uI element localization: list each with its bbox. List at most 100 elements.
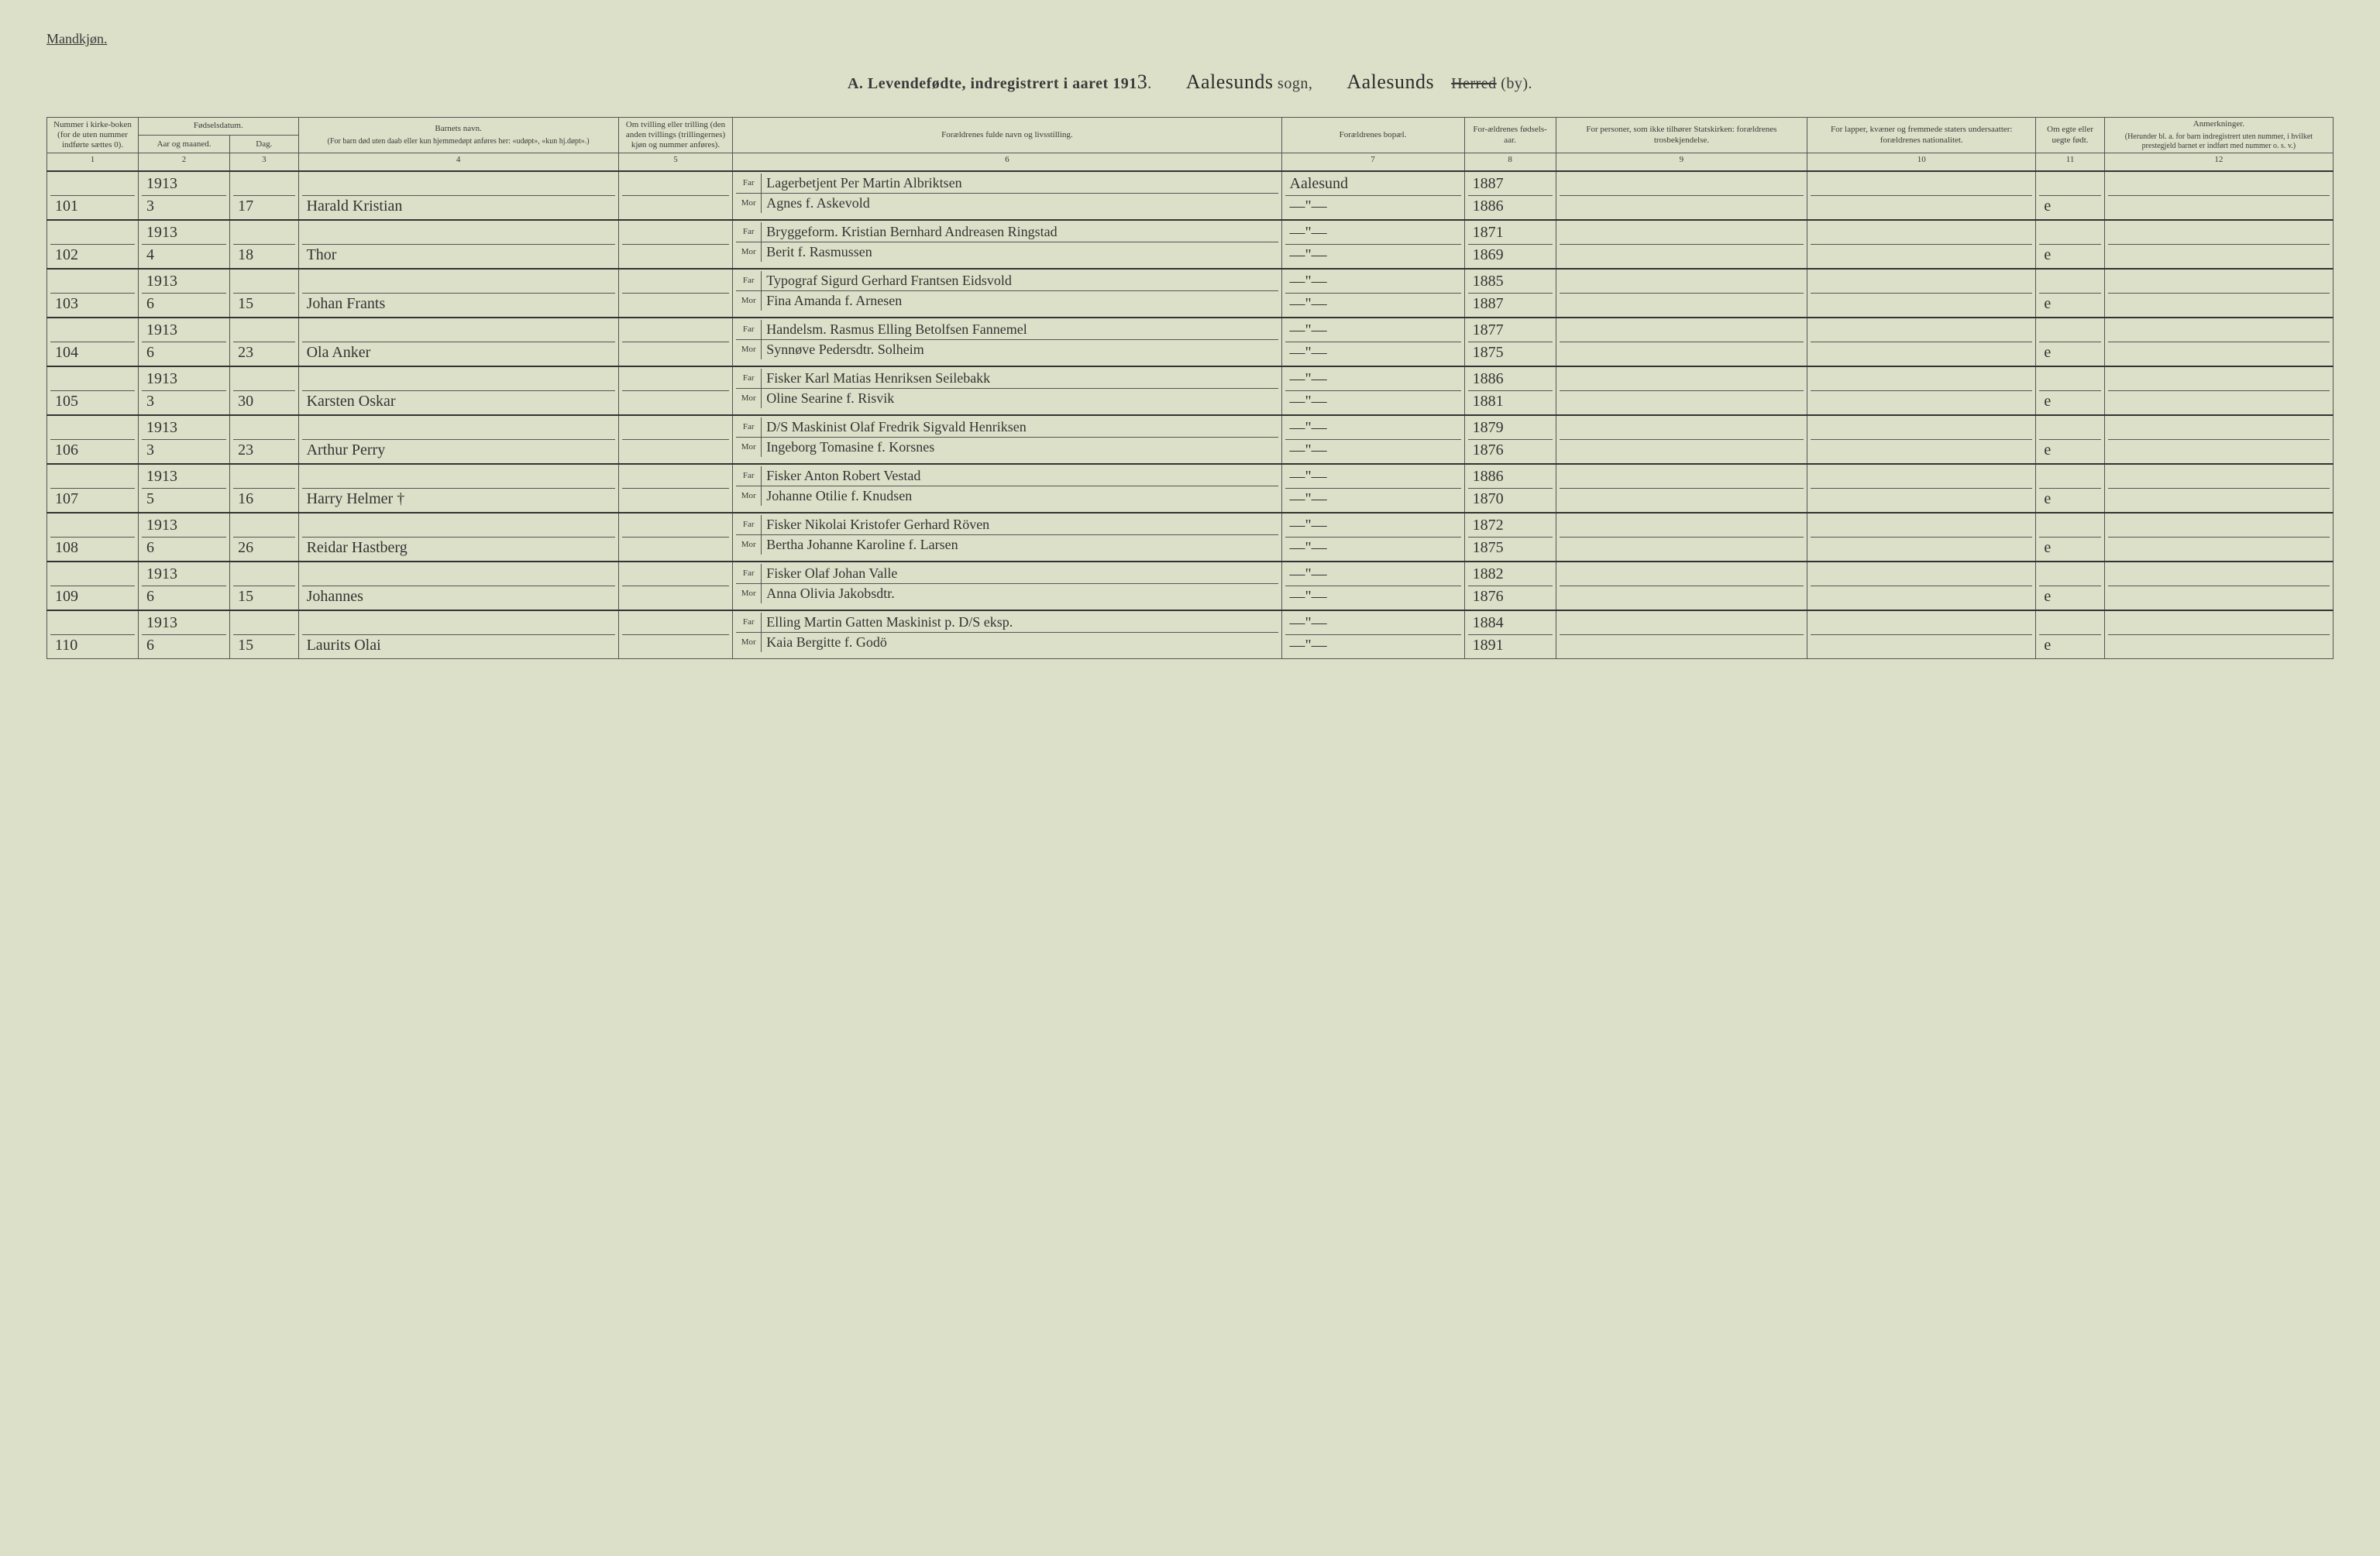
entry-nationality-top bbox=[1811, 271, 2032, 294]
entry-parent-birthyears-top: 1872 bbox=[1468, 515, 1553, 538]
table-row: 1081913626Reidar HastbergFarFisker Nikol… bbox=[47, 513, 2334, 562]
column-numbers-row: 1 2 3 4 5 6 7 8 9 10 11 12 bbox=[47, 153, 2334, 172]
entry-nationality-top bbox=[1811, 466, 2032, 489]
far-label: Far bbox=[736, 564, 762, 583]
colnum-12: 12 bbox=[2104, 153, 2333, 172]
entry-parent-birthyears: 18861870 bbox=[1464, 464, 1556, 513]
entry-year-month-top: 1913 bbox=[142, 515, 226, 538]
herred-strike: Herred bbox=[1451, 75, 1497, 92]
entry-nationality bbox=[1807, 171, 2036, 220]
entry-twin bbox=[618, 366, 733, 415]
entry-number-bot: 107 bbox=[50, 489, 135, 510]
entry-father: D/S Maskinist Olaf Fredrik Sigvald Henri… bbox=[762, 417, 1278, 437]
entry-day-bot: 15 bbox=[233, 586, 295, 608]
entry-remarks-bot bbox=[2108, 440, 2330, 462]
entry-number-top bbox=[50, 222, 135, 245]
entry-twin bbox=[618, 269, 733, 318]
entry-father: Fisker Olaf Johan Valle bbox=[762, 564, 1278, 583]
entry-residence-top: —"— bbox=[1285, 613, 1461, 635]
entry-year-month-top: 1913 bbox=[142, 613, 226, 635]
entry-legitimate-top bbox=[2039, 369, 2101, 391]
entry-twin-top bbox=[622, 320, 730, 342]
entry-residence-top: —"— bbox=[1285, 466, 1461, 489]
entry-residence-bot: —"— bbox=[1285, 538, 1461, 559]
entry-legitimate-top bbox=[2039, 271, 2101, 294]
mor-label: Mor bbox=[736, 340, 762, 359]
entry-mother: Ingeborg Tomasine f. Korsnes bbox=[762, 438, 1278, 457]
entry-parent-birthyears-bot: 1881 bbox=[1468, 391, 1553, 413]
entry-nationality bbox=[1807, 269, 2036, 318]
entry-year-month-top: 1913 bbox=[142, 173, 226, 196]
entry-parent-birthyears-bot: 1887 bbox=[1468, 294, 1553, 315]
colnum-5: 5 bbox=[618, 153, 733, 172]
entry-child-name: Harry Helmer † bbox=[298, 464, 618, 513]
entry-child-name-top bbox=[302, 466, 615, 489]
entry-day-top bbox=[233, 613, 295, 635]
entry-statskirke-top bbox=[1560, 417, 1804, 440]
entry-parent-birthyears-top: 1882 bbox=[1468, 564, 1553, 586]
mor-label: Mor bbox=[736, 291, 762, 311]
entry-parent-birthyears-bot: 1886 bbox=[1468, 196, 1553, 218]
entry-parent-birthyears-top: 1886 bbox=[1468, 466, 1553, 489]
entry-remarks bbox=[2104, 610, 2333, 659]
entry-statskirke bbox=[1556, 610, 1807, 659]
col-number: Nummer i kirke-boken (for de uten nummer… bbox=[47, 118, 139, 153]
entry-year-month-top: 1913 bbox=[142, 564, 226, 586]
entry-day: 15 bbox=[230, 610, 299, 659]
entry-statskirke-top bbox=[1560, 271, 1804, 294]
col-parents-birthyear: For-ældrenes fødsels-aar. bbox=[1464, 118, 1556, 153]
entry-day: 23 bbox=[230, 415, 299, 464]
entry-day-top bbox=[233, 222, 295, 245]
entry-twin bbox=[618, 415, 733, 464]
entry-parent-birthyears: 18771875 bbox=[1464, 318, 1556, 366]
gender-heading: Mandkjøn. bbox=[46, 31, 108, 47]
entry-legitimate: e bbox=[2036, 171, 2105, 220]
entry-nationality-top bbox=[1811, 369, 2032, 391]
entry-number-bot: 103 bbox=[50, 294, 135, 315]
far-label: Far bbox=[736, 173, 762, 193]
entry-twin-bot bbox=[622, 342, 730, 364]
entry-statskirke bbox=[1556, 171, 1807, 220]
entry-remarks bbox=[2104, 220, 2333, 269]
far-label: Far bbox=[736, 369, 762, 388]
entry-nationality bbox=[1807, 366, 2036, 415]
entry-statskirke-bot bbox=[1560, 586, 1804, 608]
entry-twin-top bbox=[622, 417, 730, 440]
entry-statskirke bbox=[1556, 464, 1807, 513]
entry-twin-bot bbox=[622, 294, 730, 315]
entry-child-name-top bbox=[302, 369, 615, 391]
entry-statskirke-bot bbox=[1560, 635, 1804, 657]
title-prefix: A. Levendefødte, indregistrert i aaret 1… bbox=[848, 75, 1137, 92]
entry-child-name-bot: Laurits Olai bbox=[302, 635, 615, 657]
entry-remarks-top bbox=[2108, 173, 2330, 196]
entry-day-bot: 26 bbox=[233, 538, 295, 559]
entry-day: 18 bbox=[230, 220, 299, 269]
entry-legitimate: e bbox=[2036, 513, 2105, 562]
entry-year-month-bot: 6 bbox=[142, 538, 226, 559]
entry-remarks bbox=[2104, 318, 2333, 366]
entry-legitimate-bot: e bbox=[2039, 635, 2101, 657]
entry-statskirke-top bbox=[1560, 369, 1804, 391]
entry-child-name-bot: Harald Kristian bbox=[302, 196, 615, 218]
entry-child-name-bot: Johan Frants bbox=[302, 294, 615, 315]
entry-residence: —"——"— bbox=[1281, 610, 1464, 659]
table-body: 1011913317Harald KristianFarLagerbetjent… bbox=[47, 171, 2334, 659]
entry-twin-top bbox=[622, 564, 730, 586]
entry-mother: Synnøve Pedersdtr. Solheim bbox=[762, 340, 1278, 359]
entry-parent-birthyears-bot: 1869 bbox=[1468, 245, 1553, 266]
register-page: Mandkjøn. A. Levendefødte, indregistrert… bbox=[46, 31, 2334, 659]
entry-year-month: 19133 bbox=[139, 171, 230, 220]
table-row: 1011913317Harald KristianFarLagerbetjent… bbox=[47, 171, 2334, 220]
entry-twin-top bbox=[622, 613, 730, 635]
entry-twin bbox=[618, 610, 733, 659]
entry-child-name-top bbox=[302, 417, 615, 440]
entry-child-name: Ola Anker bbox=[298, 318, 618, 366]
entry-remarks bbox=[2104, 513, 2333, 562]
table-row: 1101913615Laurits OlaiFarElling Martin G… bbox=[47, 610, 2334, 659]
entry-number-top bbox=[50, 417, 135, 440]
entry-parents: FarHandelsm. Rasmus Elling Betolfsen Fan… bbox=[733, 318, 1281, 366]
entry-year-month-bot: 6 bbox=[142, 294, 226, 315]
table-header: Nummer i kirke-boken (for de uten nummer… bbox=[47, 118, 2334, 172]
entry-residence-bot: —"— bbox=[1285, 245, 1461, 266]
entry-parents: FarFisker Nikolai Kristofer Gerhard Röve… bbox=[733, 513, 1281, 562]
